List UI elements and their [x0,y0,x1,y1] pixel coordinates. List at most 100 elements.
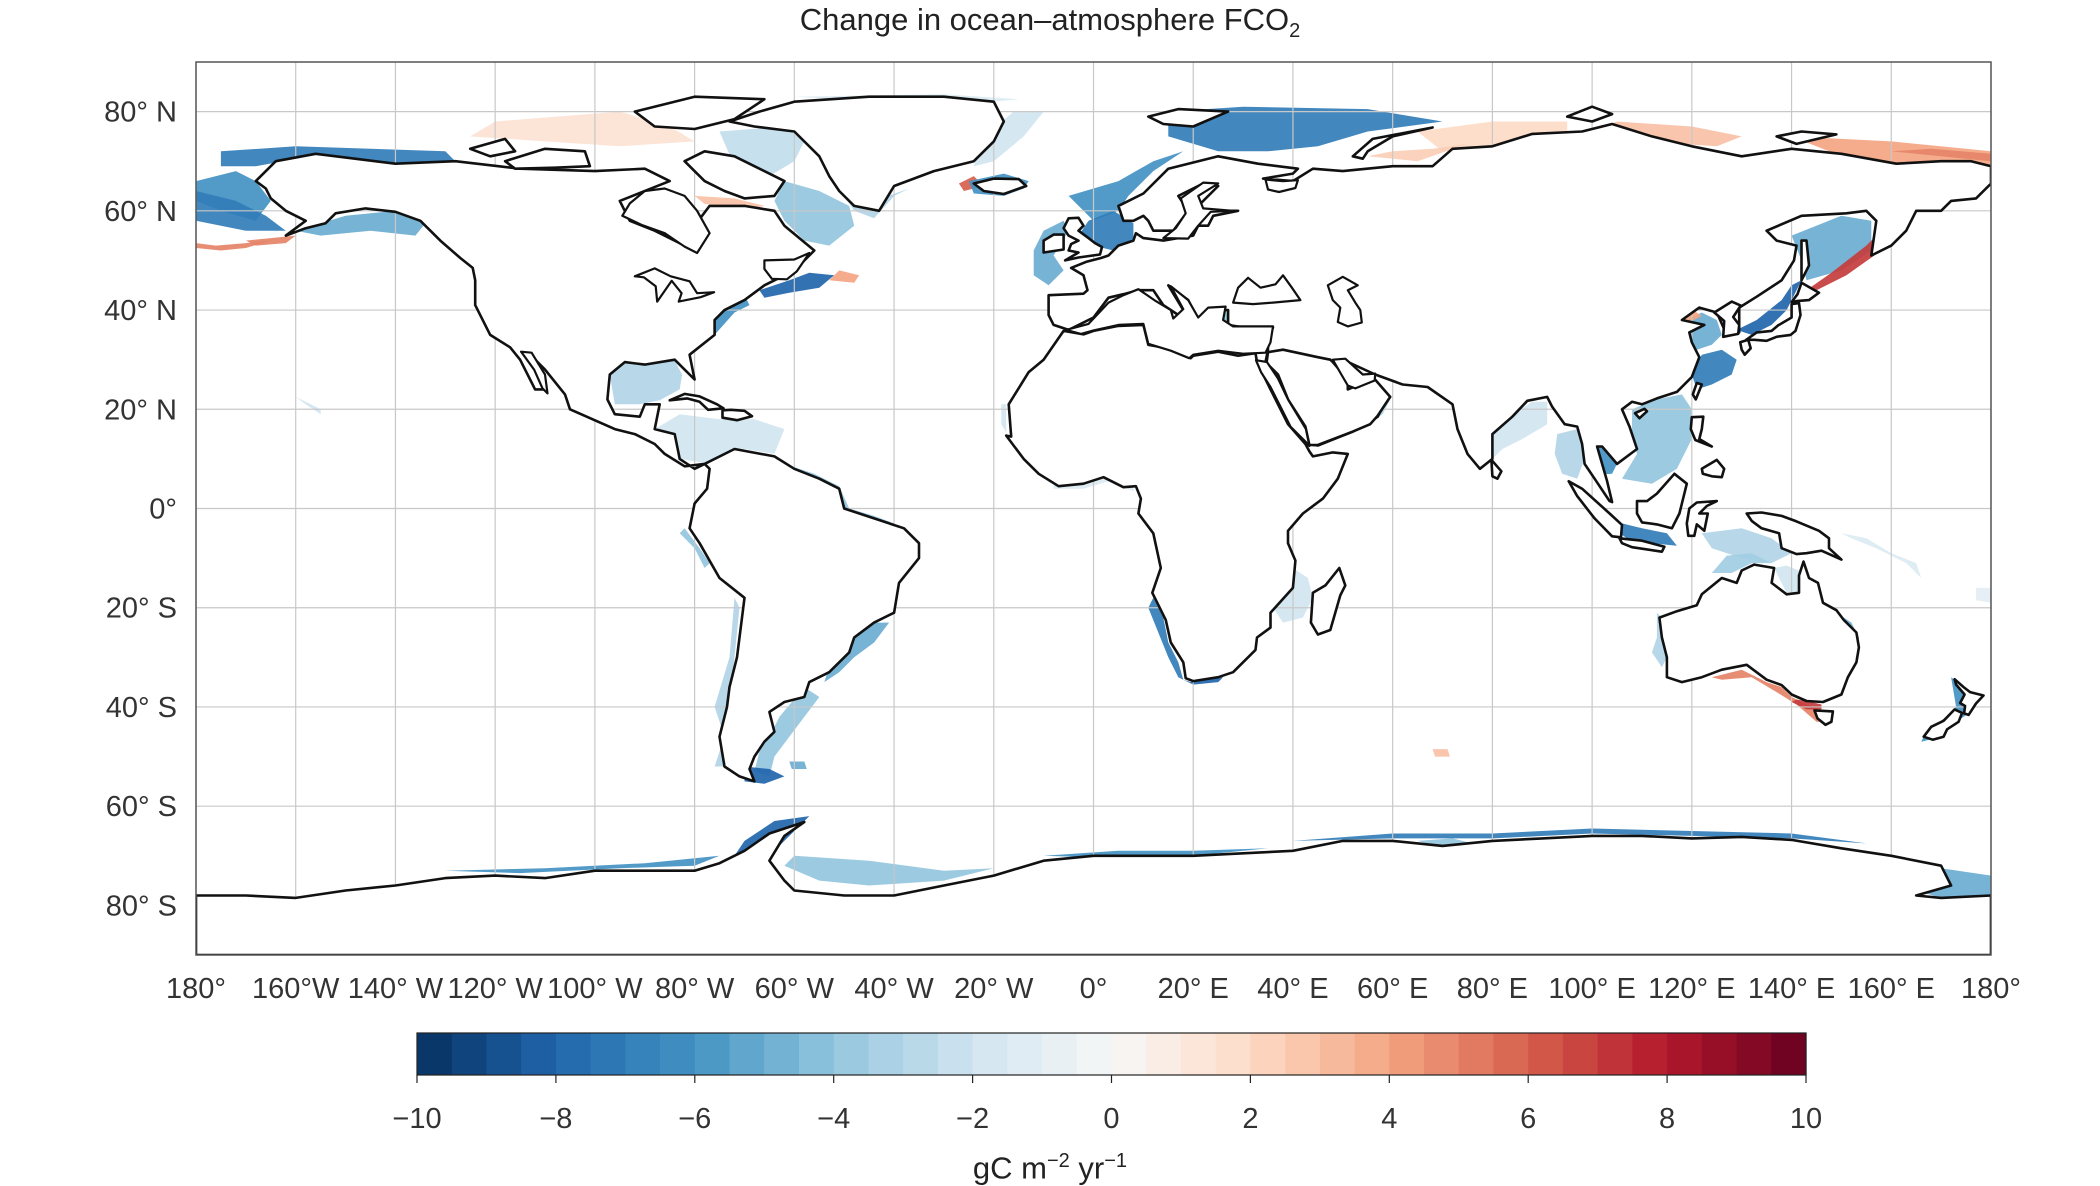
water-body-mediterranean-sea [1064,285,1275,360]
colorbar [416,1032,1807,1076]
colorbar-tick-label: −4 [817,1103,850,1135]
flux-patch-aleutian-chain [196,240,271,251]
longitude-tick-label: 80° E [1457,973,1528,1005]
colorbar-bin [798,1033,835,1075]
landmass-japan-kyushu [1738,338,1752,357]
colorbar-bin [590,1033,626,1075]
colorbar-tick-label: 2 [1242,1103,1258,1135]
colorbar-bin [1493,1033,1529,1075]
flux-patch-gulf-of-mexico [609,359,683,405]
colorbar-bin [1389,1033,1425,1075]
longitude-labels: 180° 160°W 140° W 120° W 100° W 80° W 60° W 40°… [166,973,2021,1005]
latitude-tick-label: 80° N [104,97,177,129]
landmass-great-britain [1062,216,1104,262]
flux-patch-banda-arafura [1701,528,1792,564]
colorbar-bin [1667,1033,1703,1075]
water-body-caspian-sea [1326,275,1363,328]
flux-patch-andaman-sea [1554,429,1585,479]
colorbar-bin [1354,1033,1390,1075]
colorbar-bin [660,1033,696,1075]
latitude-tick-label: 60° N [104,196,177,228]
longitude-tick-label: 120° W [447,973,543,1005]
longitude-tick-label: 80° W [655,973,735,1005]
flux-patch-gulf-of-alaska [295,210,426,236]
colorbar-bin [1076,1033,1113,1075]
colorbar-tick-label: −8 [539,1103,572,1135]
water-body-hudson-bay [621,187,711,255]
flux-patch-weddell-sea [784,855,994,886]
flux-patch-east-china-sea [1691,349,1737,390]
landmass-victoria-island [503,147,592,170]
colorbar-unit-label: gC m−2 yr−1 [0,1143,2100,1186]
unit-base: gC m [972,1150,1047,1186]
flux-patch-canadian-archipelago [470,111,695,147]
longitude-tick-label: 20° E [1158,973,1229,1005]
flux-patch-nova-scotia-shelf [759,272,835,298]
colorbar-bin [764,1033,800,1075]
colorbar-tick-label: 6 [1520,1103,1536,1135]
longitude-tick-label: 40° W [854,973,934,1005]
landmass-madagascar [1309,566,1347,636]
colorbar-bin [972,1033,1008,1075]
longitude-tick-label: 140° W [348,973,444,1005]
colorbar-bin [486,1033,522,1075]
flux-patch-bay-of-bengal [1492,401,1548,459]
landmass-sri-lanka [1490,458,1503,481]
latitude-tick-label: 60° S [106,791,177,823]
landmass-ireland [1042,233,1065,254]
flux-patch-falklands [789,761,807,769]
colorbar-bin [1007,1033,1043,1075]
longitude-tick-label: 100° W [547,973,643,1005]
colorbar-bin [903,1033,939,1075]
flux-patch-patagonia-shelf [754,687,820,777]
landmass-luzon [1689,415,1714,448]
landmass-novaya-zemlya [1351,126,1434,160]
landmass-ellesmere-island [633,95,766,131]
longitude-tick-label: 140° E [1748,973,1835,1005]
colorbar-tick-label: 10 [1790,1103,1822,1135]
landmass-banks-island [468,137,517,158]
unit-exp1: −2 [1047,1150,1070,1172]
longitude-tick-label: 180° [1961,973,2021,1005]
colorbar-bin [937,1033,974,1075]
flux-patch-japan-sea [1736,280,1802,335]
flux-patch-java-sea [1612,523,1677,546]
flux-patch-bering-chukchi [196,171,271,221]
longitude-tick-label: 0° [1080,973,1108,1005]
flux-patch-arctic-siberia-east [1891,148,1991,162]
water-body-black-sea [1231,274,1302,306]
landmass-iceland [972,177,1028,196]
landmass-severnaya-zemlya [1565,105,1614,123]
landmass-java [1618,536,1666,554]
water-body-red-sea [1254,359,1311,448]
unit-mid: yr [1069,1150,1105,1186]
flux-patch-west-australia-shelf [1651,612,1667,668]
longitude-tick-label: 180° [166,973,226,1005]
longitude-tick-label: 160°W [252,973,340,1005]
colorbar-tick-label: 0 [1103,1103,1119,1135]
colorbar-bin [1562,1033,1599,1075]
colorbar-bin [1597,1033,1633,1075]
colorbar-bin [1771,1033,1807,1075]
landmass-sulawesi [1685,499,1719,538]
landmass-antarctica [196,820,1991,955]
colorbar-bin [833,1033,870,1075]
water-body-white-sea [1264,178,1300,194]
latitude-tick-label: 20° S [106,593,177,625]
longitude-tick-label: 160° E [1848,973,1935,1005]
landmass-hispaniola [721,408,754,422]
landmass-south-america [688,447,921,783]
colorbar-bin [1528,1033,1564,1075]
colorbar-tick-label: 8 [1659,1103,1675,1135]
colorbar-bin [1632,1033,1668,1075]
landmass-hainan [1633,407,1649,420]
landmass-new-zealand-south [1922,708,1964,742]
title-subscript: 2 [1289,20,1301,43]
coastlines-layer [196,95,1991,955]
landmass-australia [1658,560,1861,704]
colorbar-bin [1285,1033,1321,1075]
colorbar-tick-label: −10 [392,1103,441,1135]
colorbar-tick-label: 4 [1381,1103,1397,1135]
landmass-cuba [668,392,725,412]
